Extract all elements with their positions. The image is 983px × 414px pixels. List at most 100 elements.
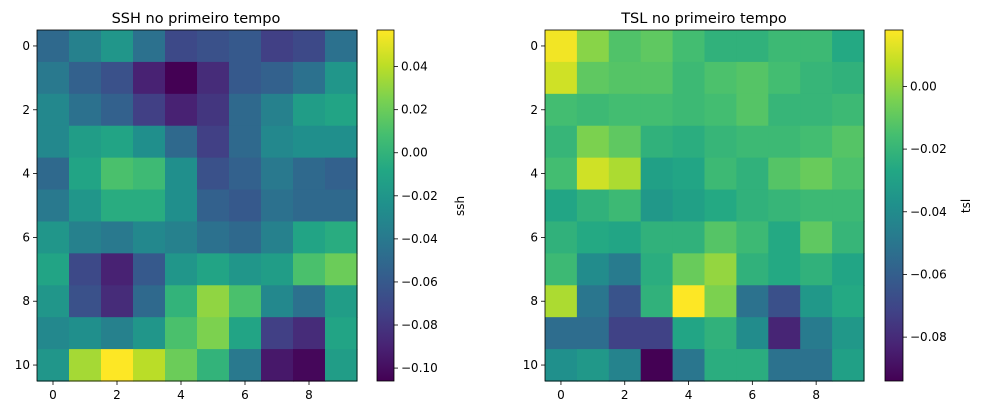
tsl-cell (672, 253, 706, 286)
ssh-cell (229, 253, 262, 286)
tsl-cell (736, 125, 769, 159)
ssh-cell (37, 285, 70, 318)
tsl-cell (768, 93, 801, 127)
tsl-chart-title: TSL no primeiro tempo (620, 11, 787, 27)
ssh-cell (69, 253, 102, 286)
tsl-cell (672, 157, 706, 191)
ssh-y-tick-label: 6 (22, 230, 30, 244)
tsl-cell (672, 30, 706, 63)
ssh-cell (69, 61, 102, 95)
ssh-colorbar-frame (376, 29, 395, 382)
ssh-cell (165, 317, 198, 350)
ssh-cell (293, 30, 326, 63)
ssh-cell (165, 285, 198, 318)
ssh-cell (229, 61, 262, 95)
tsl-heatmap-panel: TSL no primeiro tempo 0 2 4 6 8 10 0 2 4 6 8 0.00… (523, 11, 973, 402)
tsl-cell (768, 61, 801, 95)
tsl-cell (608, 125, 642, 159)
ssh-cell (325, 93, 358, 127)
tsl-cell (672, 349, 706, 382)
tsl-cell (608, 317, 642, 350)
ssh-chart-title: SSH no primeiro tempo (112, 11, 281, 27)
ssh-cell (69, 93, 102, 127)
ssh-cell (101, 61, 134, 95)
tsl-cell (640, 30, 674, 63)
tsl-cell (800, 157, 833, 191)
tsl-cell (672, 189, 706, 223)
ssh-x-tick-label: 2 (113, 388, 121, 402)
ssh-colorbar: 0.04 0.02 0.00 −0.02 −0.04 −0.06 −0.08 −0.10 ss… (376, 29, 467, 382)
tsl-cell (576, 189, 610, 223)
ssh-cell (229, 157, 262, 191)
ssh-cell (37, 30, 70, 63)
tsl-cell (640, 317, 674, 350)
ssh-colorbar-fill (377, 30, 394, 381)
tsl-cell (545, 253, 578, 286)
tsl-cell (545, 157, 578, 191)
ssh-x-tick-label: 6 (241, 388, 249, 402)
ssh-cell (165, 61, 198, 95)
tsl-cell (832, 125, 865, 159)
ssh-cell (165, 349, 198, 382)
tsl-cell (832, 221, 865, 254)
ssh-cell (69, 349, 102, 382)
tsl-cell (768, 189, 801, 223)
ssh-cell (261, 61, 294, 95)
ssh-colorbar-ticks: 0.04 0.02 0.00 −0.02 −0.04 −0.06 −0.08 −0.10 (394, 60, 438, 375)
ssh-heatmap-panel: SSH no primeiro tempo 0 2 4 6 8 10 0 2 4 6 8 0.04… (15, 11, 467, 402)
tsl-colorbar-tick-label: 0.00 (910, 79, 937, 93)
tsl-cell (672, 285, 706, 318)
ssh-heatmap-cells (37, 30, 358, 382)
ssh-cell (325, 221, 358, 254)
ssh-cell (133, 93, 166, 127)
tsl-cell (640, 157, 674, 191)
tsl-cell (704, 30, 737, 63)
ssh-cell (197, 189, 230, 223)
tsl-cell (576, 349, 610, 382)
ssh-cell (165, 221, 198, 254)
tsl-cell (576, 93, 610, 127)
tsl-cell (545, 317, 578, 350)
tsl-cell (576, 125, 610, 159)
ssh-cell (133, 30, 166, 63)
ssh-plot-frame (36, 29, 358, 382)
tsl-cell (608, 285, 642, 318)
tsl-cell (800, 349, 833, 382)
tsl-colorbar-fill (885, 30, 903, 381)
tsl-cell (768, 349, 801, 382)
ssh-cell (165, 125, 198, 159)
ssh-cell (293, 93, 326, 127)
tsl-cell (832, 61, 865, 95)
ssh-cell (293, 253, 326, 286)
ssh-cell (69, 285, 102, 318)
ssh-colorbar-tick-label: 0.00 (401, 146, 428, 160)
ssh-y-axis: 0 2 4 6 8 10 (15, 39, 37, 372)
tsl-cell (832, 317, 865, 350)
ssh-x-tick-label: 4 (177, 388, 185, 402)
ssh-cell (261, 157, 294, 191)
ssh-cell (101, 317, 134, 350)
tsl-cell (608, 61, 642, 95)
ssh-cell (261, 285, 294, 318)
tsl-cell (736, 30, 769, 63)
ssh-cell (37, 125, 70, 159)
ssh-cell (37, 93, 70, 127)
tsl-cell (608, 189, 642, 223)
tsl-cell (672, 221, 706, 254)
ssh-colorbar-tick-label: −0.08 (401, 318, 438, 332)
tsl-cell (704, 221, 737, 254)
tsl-cell (640, 221, 674, 254)
ssh-cell (197, 317, 230, 350)
tsl-colorbar-tick-label: −0.08 (910, 330, 947, 344)
tsl-cell (640, 285, 674, 318)
tsl-cell (704, 61, 737, 95)
ssh-cell (101, 253, 134, 286)
tsl-cell (768, 125, 801, 159)
ssh-colorbar-tick-label: −0.04 (401, 232, 438, 246)
ssh-cell (133, 125, 166, 159)
tsl-y-tick-label: 6 (530, 230, 538, 244)
ssh-cell (325, 189, 358, 223)
ssh-cell (197, 253, 230, 286)
ssh-cell (293, 285, 326, 318)
ssh-cell (165, 30, 198, 63)
